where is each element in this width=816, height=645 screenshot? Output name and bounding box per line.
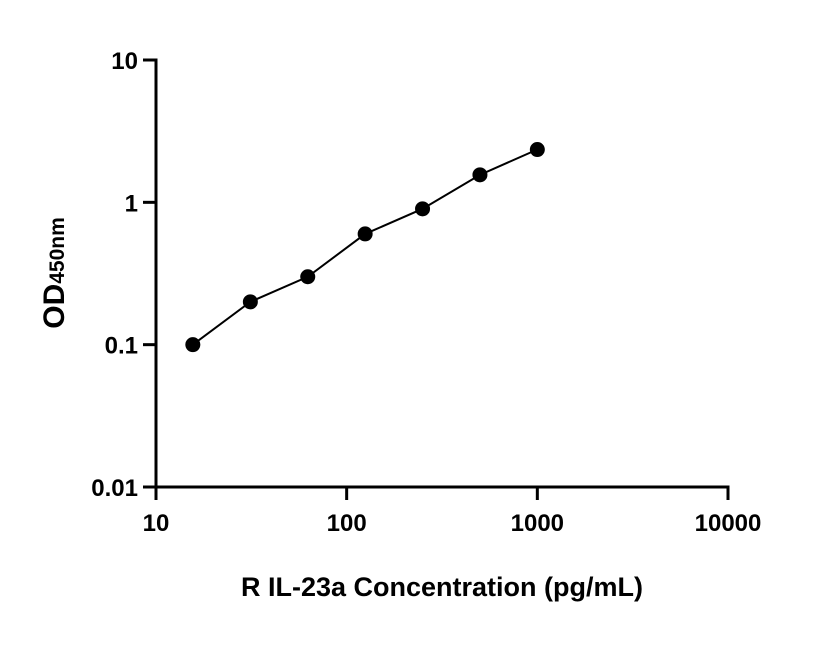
x-tick-label: 10: [143, 510, 170, 537]
y-tick-label: 10: [111, 48, 138, 75]
data-point: [529, 142, 545, 158]
y-tick-label: 1: [125, 190, 138, 217]
y-axis-label-main: OD: [38, 284, 71, 329]
axes: 0.01 0.1 1 10 10 100 1000 10000: [91, 48, 761, 537]
data-point: [415, 201, 431, 217]
y-axis-label: OD450nm: [38, 217, 71, 329]
data-points: [185, 142, 545, 353]
x-tick-label: 1000: [511, 510, 564, 537]
data-point: [472, 167, 488, 183]
data-point: [357, 226, 373, 242]
data-point: [185, 337, 201, 353]
x-tick-label: 10000: [695, 510, 762, 537]
x-axis-label: R IL-23a Concentration (pg/mL): [241, 572, 643, 602]
data-point: [242, 294, 258, 310]
y-tick-label: 0.01: [91, 475, 138, 502]
y-axis-label-sub: 450nm: [46, 217, 69, 284]
y-tick-label: 0.1: [105, 333, 138, 360]
x-tick-label: 100: [327, 510, 367, 537]
data-point: [300, 269, 316, 285]
